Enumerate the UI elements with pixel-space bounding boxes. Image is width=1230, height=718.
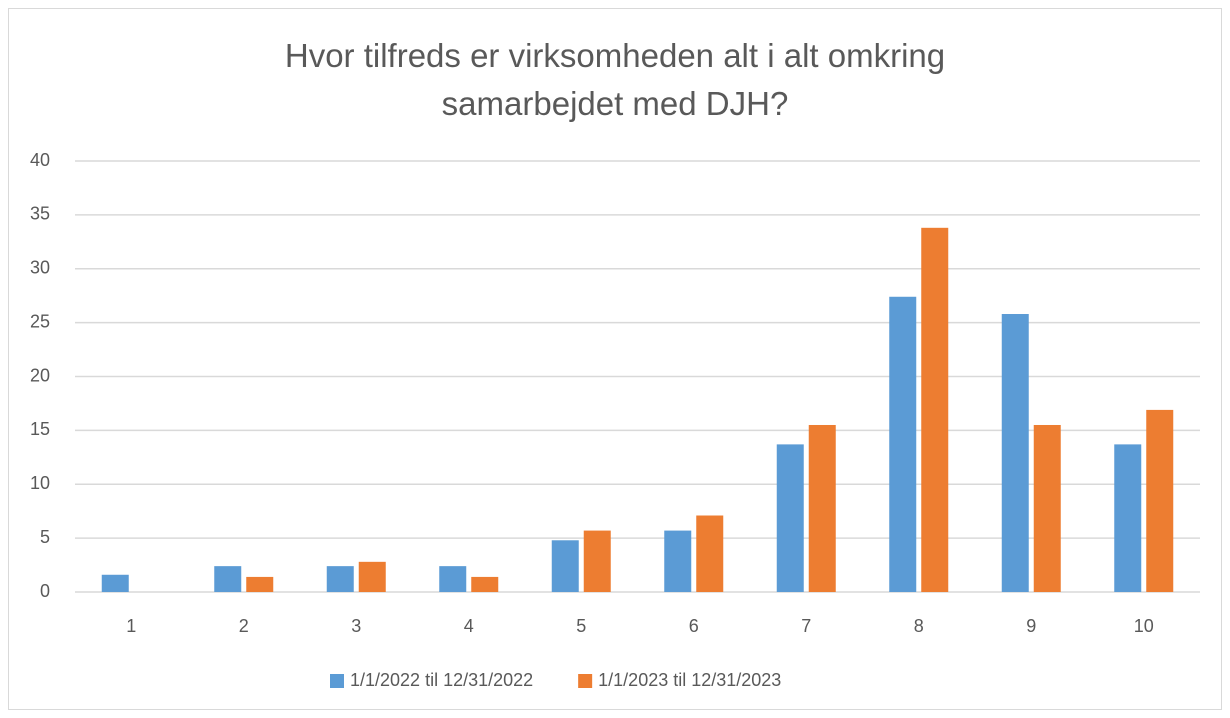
bar [551, 540, 579, 592]
legend-label: 1/1/2023 til 12/31/2023 [598, 670, 781, 690]
y-tick-label: 30 [30, 258, 50, 278]
y-tick-label: 35 [30, 204, 50, 224]
legend-label: 1/1/2022 til 12/31/2022 [350, 670, 533, 690]
x-tick-label: 9 [1026, 616, 1036, 636]
y-tick-label: 20 [30, 365, 50, 385]
bar [471, 576, 499, 592]
x-tick-label: 8 [914, 616, 924, 636]
x-tick-label: 10 [1134, 616, 1154, 636]
bar [101, 574, 129, 592]
chart-frame [8, 8, 1222, 710]
bar [358, 561, 386, 592]
y-tick-label: 15 [30, 419, 50, 439]
y-tick-label: 5 [40, 527, 50, 547]
bar [1114, 444, 1142, 592]
bar [664, 530, 692, 592]
legend-swatch [330, 674, 344, 688]
x-tick-label: 7 [801, 616, 811, 636]
x-tick-label: 2 [239, 616, 249, 636]
y-tick-label: 25 [30, 311, 50, 331]
x-tick-label: 4 [464, 616, 474, 636]
bar [921, 227, 949, 592]
y-tick-label: 10 [30, 473, 50, 493]
bar [583, 530, 611, 592]
bar [1001, 314, 1029, 592]
x-tick-label: 3 [351, 616, 361, 636]
chart-title: Hvor tilfreds er virksomheden alt i alt … [284, 37, 946, 122]
y-tick-label: 0 [40, 581, 50, 601]
bar [326, 566, 354, 592]
bar [1033, 424, 1061, 592]
x-tick-label: 6 [689, 616, 699, 636]
x-tick-label: 1 [126, 616, 136, 636]
bar [439, 566, 467, 592]
legend-swatch [578, 674, 593, 688]
bar [776, 444, 804, 592]
bar [808, 424, 836, 592]
bar [1146, 409, 1174, 592]
x-tick-label: 5 [576, 616, 586, 636]
bar [214, 566, 242, 592]
bar [696, 515, 724, 592]
bar [246, 576, 274, 592]
bar [889, 296, 917, 592]
y-tick-label: 40 [30, 150, 50, 170]
